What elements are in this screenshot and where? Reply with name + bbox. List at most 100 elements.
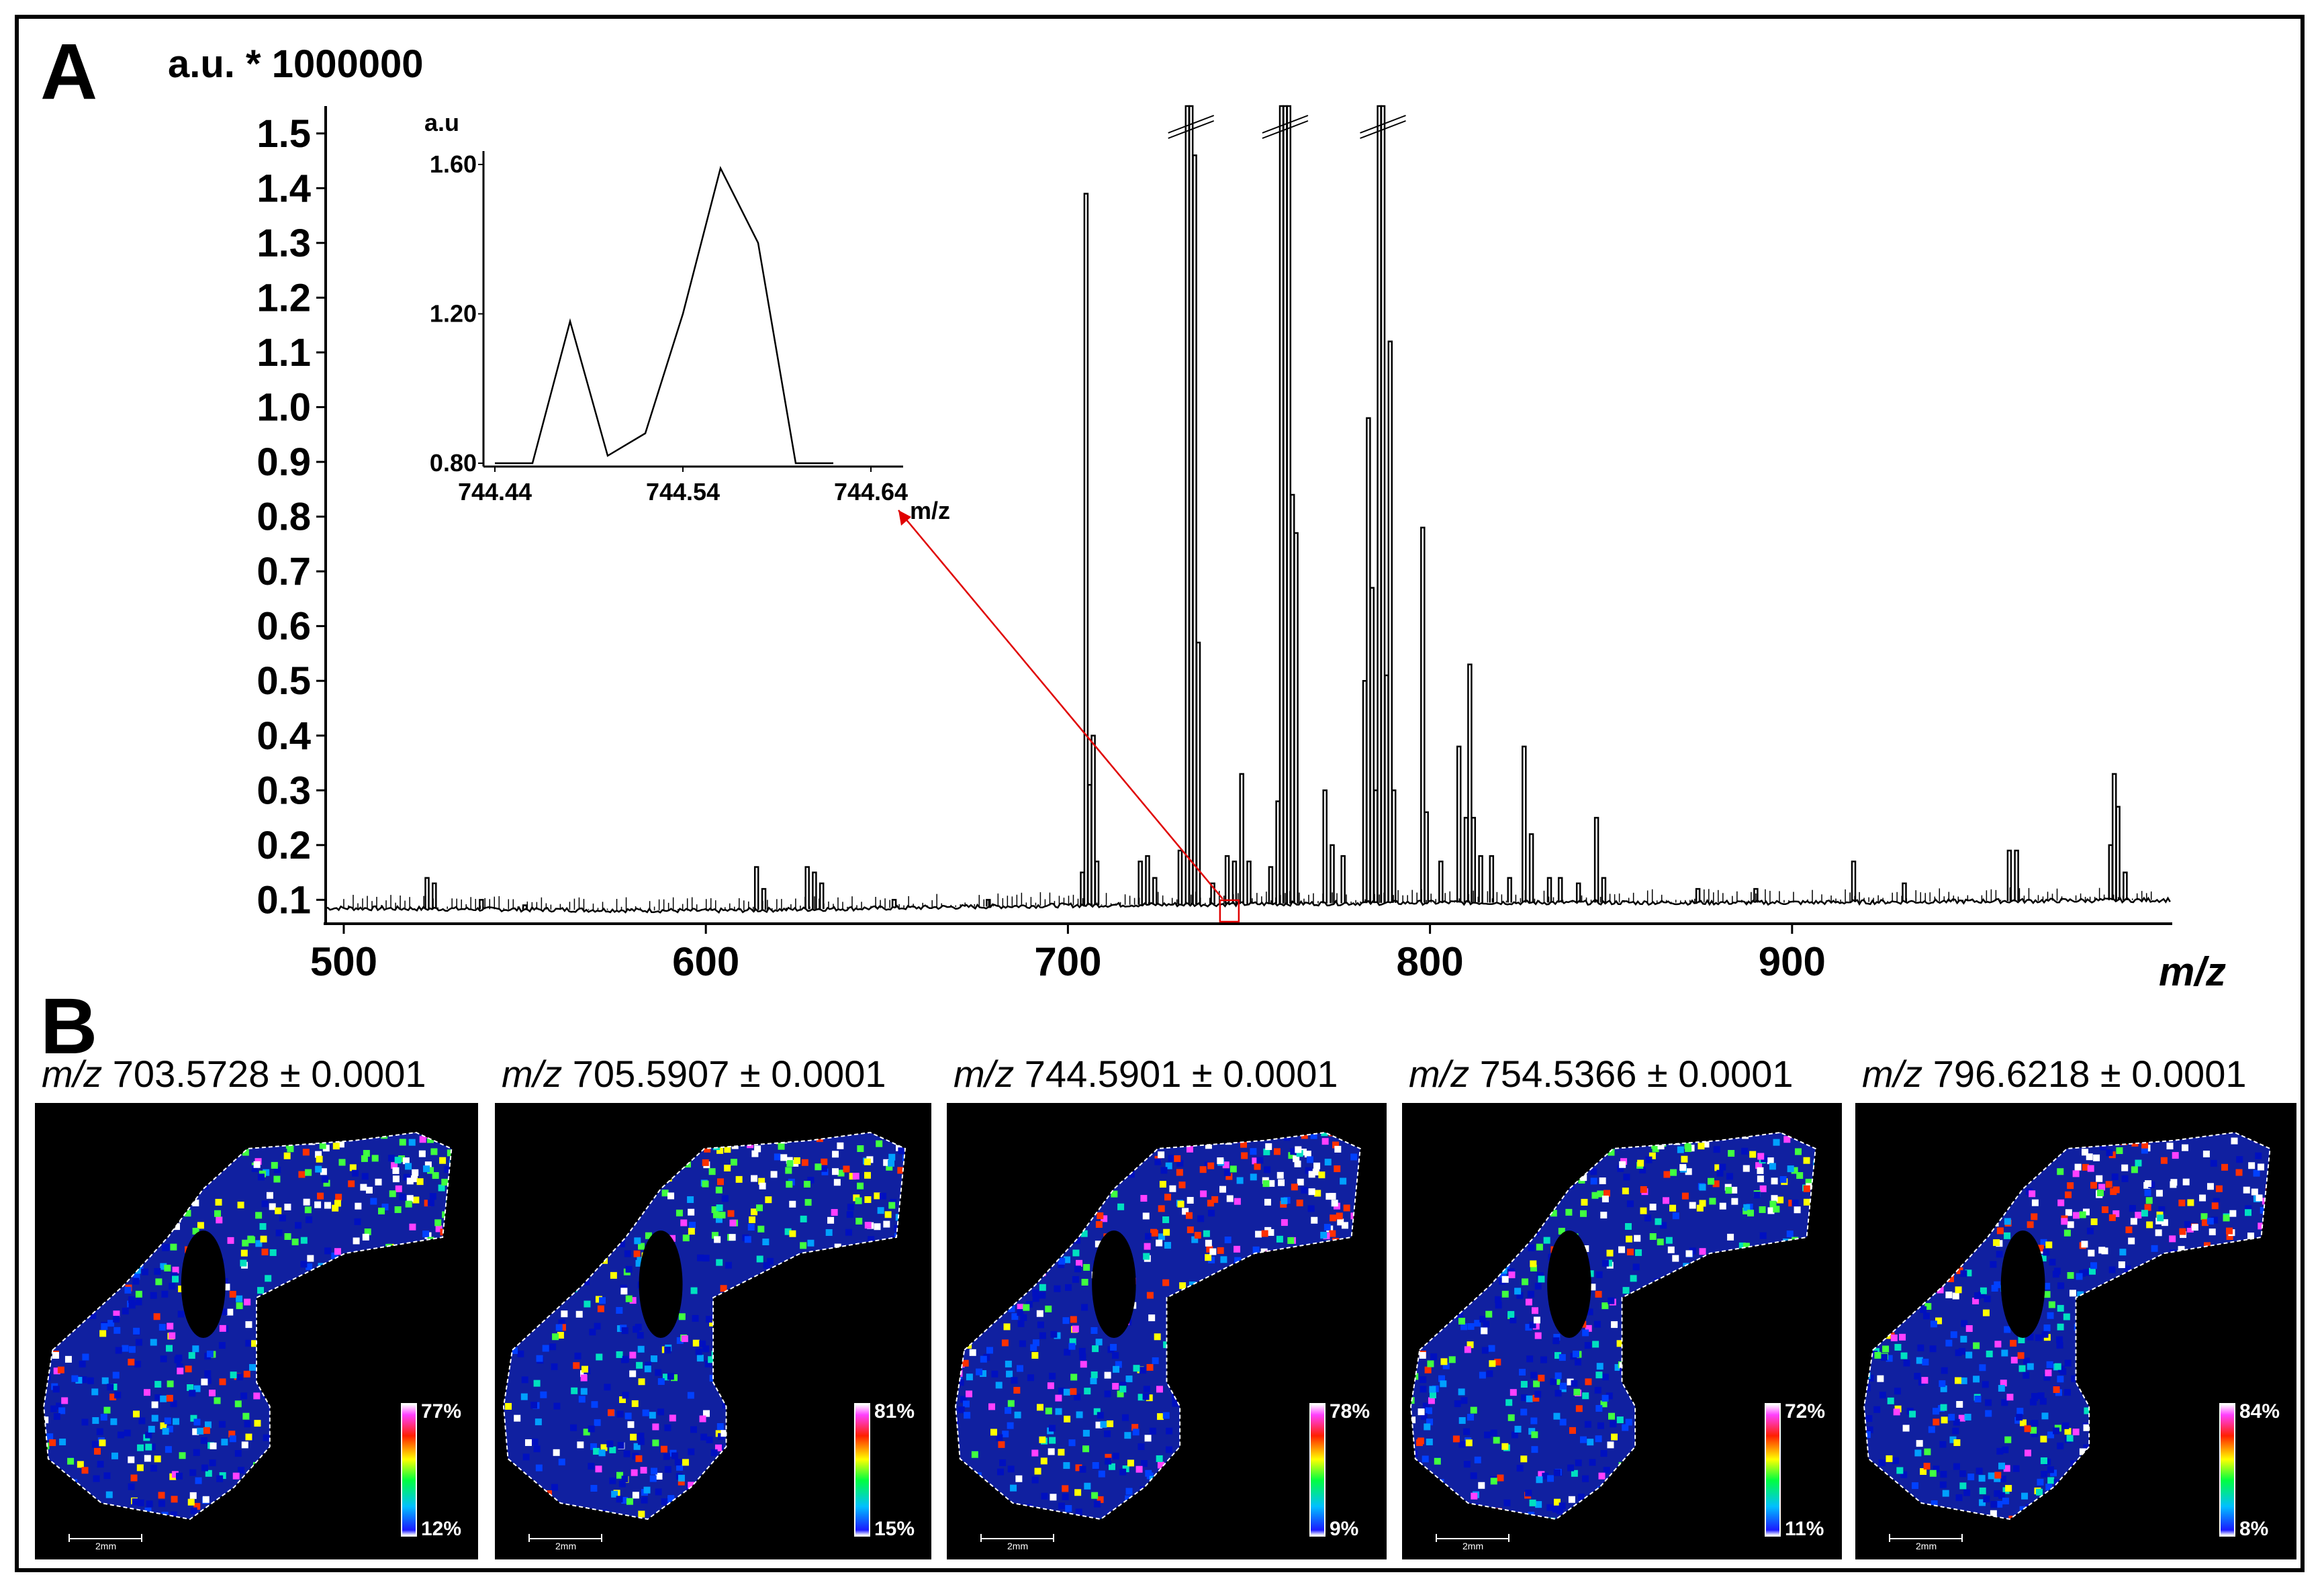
- pixel: [1200, 1190, 1207, 1198]
- pixel: [1131, 1132, 1138, 1138]
- pixel: [1485, 1310, 1493, 1318]
- pixel: [1611, 1433, 1618, 1441]
- pixel: [1740, 1319, 1747, 1327]
- pixel: [1483, 1320, 1490, 1328]
- pixel: [394, 1316, 402, 1323]
- pixel: [728, 1299, 735, 1306]
- pixel: [711, 1126, 718, 1132]
- pixel: [1346, 1335, 1353, 1342]
- pixel: [1332, 1238, 1340, 1245]
- pixel: [725, 1261, 732, 1269]
- pixel: [1358, 1195, 1360, 1202]
- pixel: [1330, 1442, 1337, 1449]
- pixel: [1151, 1509, 1158, 1516]
- inset-y-tick-label: 1.20: [430, 300, 477, 328]
- pixel: [115, 1189, 123, 1196]
- pixel: [238, 1467, 245, 1474]
- pixel: [2208, 1507, 2215, 1514]
- pixel: [1530, 1417, 1538, 1425]
- pixel: [515, 1233, 522, 1241]
- pixel: [1723, 1260, 1730, 1267]
- pixel: [253, 1461, 261, 1469]
- pixel: [2100, 1143, 2107, 1151]
- pixel: [759, 1518, 766, 1519]
- pixel: [618, 1480, 626, 1488]
- pixel: [512, 1327, 520, 1334]
- pixel: [1866, 1137, 1873, 1145]
- figure-frame: [15, 15, 2305, 1572]
- pixel: [1606, 1392, 1613, 1400]
- pixel: [669, 1235, 676, 1242]
- pixel: [801, 1292, 808, 1300]
- spectrum-peak: [1090, 734, 1096, 906]
- pixel: [171, 1471, 179, 1478]
- pixel: [1979, 1487, 1986, 1494]
- pixel: [1700, 1277, 1707, 1285]
- pixel: [355, 1266, 363, 1273]
- pixel: [1265, 1143, 1272, 1151]
- pixel: [1379, 1385, 1386, 1392]
- pixel: [330, 1357, 337, 1364]
- inset-y-tick-label: 0.80: [430, 449, 477, 477]
- pixel: [122, 1345, 129, 1352]
- pixel: [1377, 1502, 1384, 1509]
- pixel: [570, 1285, 577, 1292]
- pixel: [1481, 1132, 1488, 1135]
- pixel: [1543, 1237, 1550, 1244]
- pixel: [1327, 1467, 1334, 1475]
- pixel: [307, 1320, 314, 1328]
- pixel: [784, 1474, 791, 1481]
- pixel: [1554, 1157, 1562, 1164]
- pixel: [257, 1173, 265, 1181]
- pixel: [2086, 1118, 2093, 1124]
- spectrum-peak: [1145, 855, 1150, 905]
- pixel: [1862, 1116, 1869, 1123]
- pixel: [112, 1371, 120, 1379]
- pixel: [1048, 1448, 1055, 1455]
- pixel: [1191, 1450, 1198, 1457]
- pixel: [453, 1263, 460, 1270]
- pixel: [422, 1336, 429, 1343]
- pixel: [1268, 1179, 1275, 1187]
- pixel: [135, 1339, 142, 1346]
- pixel: [1045, 1407, 1052, 1414]
- pixel: [1158, 1151, 1165, 1159]
- pixel: [1280, 1200, 1287, 1208]
- pixel: [1207, 1200, 1214, 1207]
- pixel: [1268, 1300, 1275, 1308]
- pixel: [1233, 1363, 1240, 1371]
- pixel: [1501, 1443, 1509, 1450]
- pixel: [283, 1504, 290, 1512]
- pixel: [1369, 1337, 1376, 1344]
- pixel: [1095, 1339, 1103, 1346]
- pixel: [747, 1493, 754, 1500]
- pixel: [1364, 1369, 1371, 1376]
- pixel: [1530, 1264, 1537, 1271]
- pixel: [1292, 1447, 1299, 1454]
- pixel: [195, 1477, 202, 1484]
- pixel: [477, 1143, 478, 1150]
- pixel: [723, 1304, 730, 1312]
- pixel: [245, 1321, 252, 1329]
- pixel: [299, 1509, 307, 1516]
- pixel: [721, 1516, 729, 1519]
- pixel: [1249, 1347, 1256, 1354]
- pixel: [1798, 1359, 1805, 1366]
- pixel: [1422, 1402, 1430, 1410]
- pixel: [2067, 1271, 2074, 1279]
- pixel: [622, 1132, 629, 1135]
- pixel: [1063, 1462, 1070, 1469]
- pixel: [1285, 1441, 1293, 1449]
- pixel: [917, 1410, 924, 1417]
- pixel: [1084, 1388, 1091, 1395]
- pixel: [624, 1250, 631, 1257]
- pixel: [2096, 1460, 2103, 1467]
- pixel: [1160, 1167, 1168, 1174]
- pixel: [1584, 1420, 1591, 1428]
- pixel: [535, 1464, 543, 1472]
- pixel: [189, 1492, 197, 1499]
- pixel: [1856, 1286, 1863, 1293]
- pixel: [1516, 1292, 1524, 1299]
- pixel: [629, 1213, 636, 1220]
- pixel: [1058, 1257, 1066, 1265]
